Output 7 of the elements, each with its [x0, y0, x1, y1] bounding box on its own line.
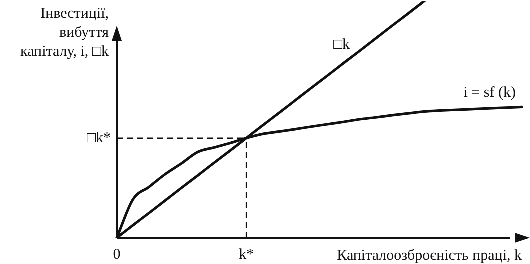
x-tick-label: 0	[113, 246, 121, 263]
x-axis-title: Капіталоозброєність праці, k	[337, 248, 522, 264]
series-label: i = sf (k)	[464, 85, 516, 102]
series-label: □k	[333, 37, 350, 54]
ref-line-label: □k*	[86, 130, 111, 146]
x-tick-label: k*	[239, 246, 254, 263]
y-axis-title: Інвестиції, вибуття капіталу, i, □k	[20, 6, 110, 60]
